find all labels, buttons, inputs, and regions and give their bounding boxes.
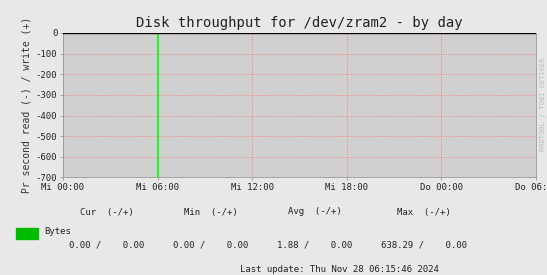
Text: RRDTOOL / TOBI OETIKER: RRDTOOL / TOBI OETIKER (540, 58, 546, 151)
Text: Min  (-/+): Min (-/+) (184, 208, 237, 216)
Text: 0.00 /    0.00: 0.00 / 0.00 (69, 241, 144, 249)
Text: Last update: Thu Nov 28 06:15:46 2024: Last update: Thu Nov 28 06:15:46 2024 (240, 265, 439, 274)
Text: 1.88 /    0.00: 1.88 / 0.00 (277, 241, 352, 249)
Text: 0.00 /    0.00: 0.00 / 0.00 (173, 241, 248, 249)
Text: Max  (-/+): Max (-/+) (397, 208, 451, 216)
Text: 638.29 /    0.00: 638.29 / 0.00 (381, 241, 467, 249)
Text: Avg  (-/+): Avg (-/+) (288, 208, 341, 216)
Text: Bytes: Bytes (44, 227, 71, 236)
Text: Cur  (-/+): Cur (-/+) (80, 208, 133, 216)
Y-axis label: Pr second read (-) / write (+): Pr second read (-) / write (+) (22, 17, 32, 193)
Title: Disk throughput for /dev/zram2 - by day: Disk throughput for /dev/zram2 - by day (136, 16, 463, 31)
